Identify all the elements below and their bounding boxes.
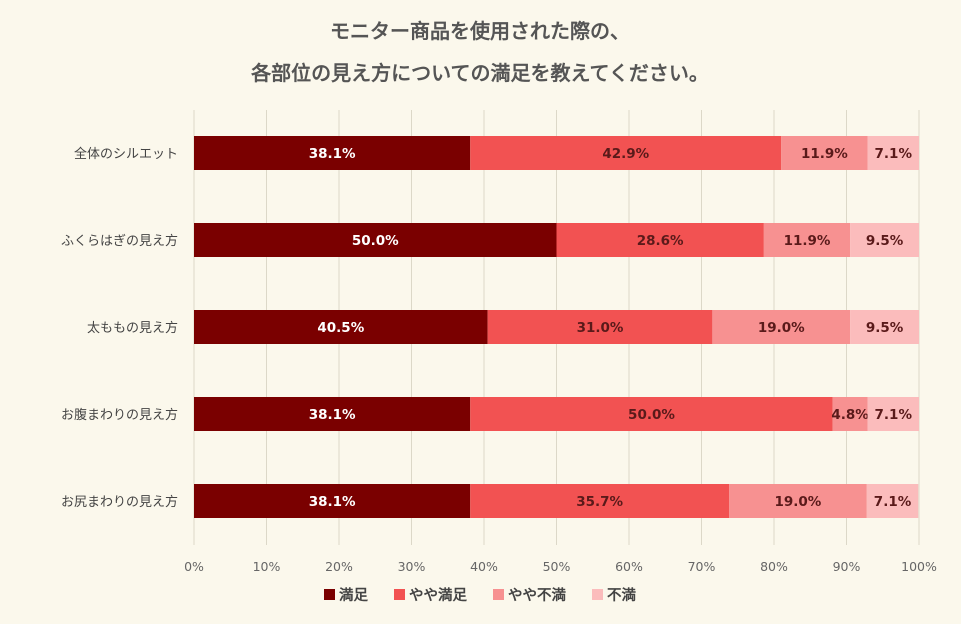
bar-segment xyxy=(729,484,867,518)
bar-data-label: 50.0% xyxy=(352,233,399,249)
x-tick-label: 60% xyxy=(615,559,643,574)
bar-data-label: 9.5% xyxy=(866,233,904,249)
legend-swatch xyxy=(394,589,405,600)
category-label: 太ももの見え方 xyxy=(87,320,178,336)
legend: 満足 やや満足 やや不満 不満 xyxy=(324,586,636,604)
x-tick-label: 20% xyxy=(325,559,353,574)
x-tick-label: 50% xyxy=(543,559,571,574)
bar-data-label: 9.5% xyxy=(866,320,904,336)
category-label: 全体のシルエット xyxy=(74,146,178,162)
category-label: ふくらはぎの見え方 xyxy=(61,233,178,249)
x-tick-label: 80% xyxy=(760,559,788,574)
bar-segment xyxy=(487,310,713,344)
bar-segment xyxy=(194,484,471,518)
x-tick-label: 10% xyxy=(253,559,281,574)
x-tick-label: 70% xyxy=(688,559,716,574)
legend-swatch xyxy=(324,589,335,600)
bar-segment xyxy=(832,397,868,431)
legend-label: やや満足 xyxy=(409,586,467,604)
bar-segment xyxy=(194,397,471,431)
bar-data-label: 31.0% xyxy=(577,320,624,336)
bar-segment xyxy=(850,223,919,257)
legend-item: やや不満 xyxy=(493,586,566,604)
legend-swatch xyxy=(592,589,603,600)
x-tick-label: 40% xyxy=(470,559,498,574)
bar-data-label: 7.1% xyxy=(875,146,913,162)
bars: 38.1% 42.9% 11.9% 7.1% 50.0% 28.6% 11.9% 9.5% 40… xyxy=(194,136,919,518)
bar-data-label: 11.9% xyxy=(801,146,848,162)
x-tick-label: 100% xyxy=(901,559,937,574)
bar-data-label: 38.1% xyxy=(309,407,356,423)
bar-segment xyxy=(470,397,833,431)
category-labels: 全体のシルエットふくらはぎの見え方太ももの見え方お腹まわりの見え方お尻まわりの見… xyxy=(61,146,178,510)
bar-segment xyxy=(850,310,919,344)
bar-segment xyxy=(194,223,557,257)
bar-data-label: 50.0% xyxy=(628,407,675,423)
bar-segment xyxy=(866,484,919,518)
bar-data-label: 35.7% xyxy=(576,494,623,510)
bar-data-label: 28.6% xyxy=(637,233,684,249)
bar-segment xyxy=(556,223,764,257)
chart-title-line-1: モニター商品を使用された際の、 xyxy=(330,19,630,43)
category-label: お尻まわりの見え方 xyxy=(61,494,178,510)
legend-label: 不満 xyxy=(607,586,636,604)
category-label: お腹まわりの見え方 xyxy=(61,407,178,423)
legend-item: やや満足 xyxy=(394,586,467,604)
bar-segment xyxy=(194,136,471,170)
legend-item: 不満 xyxy=(592,586,636,604)
legend-label: 満足 xyxy=(339,586,368,604)
bar-data-label: 38.1% xyxy=(309,146,356,162)
bar-segment xyxy=(470,484,730,518)
bar-segment xyxy=(781,136,868,170)
x-tick-label: 90% xyxy=(833,559,861,574)
bar-segment xyxy=(194,310,488,344)
bar-data-label: 42.9% xyxy=(602,146,649,162)
bar-segment xyxy=(712,310,851,344)
bar-data-label: 40.5% xyxy=(317,320,364,336)
bar-segment xyxy=(470,136,782,170)
bar-data-label: 11.9% xyxy=(784,233,831,249)
bar-data-label: 4.8% xyxy=(831,407,869,423)
legend-item: 満足 xyxy=(324,586,368,604)
chart-title-line-2: 各部位の見え方についての満足を教えてください。 xyxy=(250,61,709,85)
bar-data-label: 7.1% xyxy=(874,494,912,510)
legend-swatch xyxy=(493,589,504,600)
bar-data-label: 7.1% xyxy=(875,407,913,423)
x-axis-tick-labels: 0% 10% 20% 30% 40% 50% 60% 70% 80% 90% 100% xyxy=(184,559,937,574)
legend-label: やや不満 xyxy=(508,586,566,604)
x-tick-label: 0% xyxy=(184,559,204,574)
bar-segment xyxy=(867,136,919,170)
bar-segment xyxy=(763,223,851,257)
bar-data-label: 19.0% xyxy=(758,320,805,336)
bar-data-label: 38.1% xyxy=(309,494,356,510)
bar-segment xyxy=(867,397,919,431)
x-tick-label: 30% xyxy=(398,559,426,574)
bar-data-label: 19.0% xyxy=(775,494,822,510)
